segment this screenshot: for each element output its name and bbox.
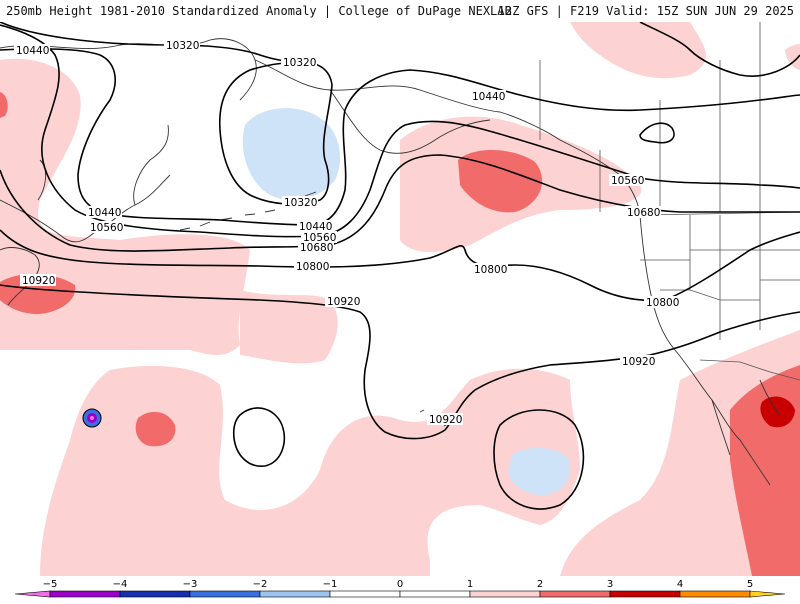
colorbar-bin bbox=[609, 590, 681, 598]
contour-labels: 10320 10320 10320 10440 10440 10440 1044… bbox=[14, 39, 680, 426]
contour-10320-right bbox=[639, 122, 675, 144]
colorbar-tick-label: 4 bbox=[677, 579, 683, 590]
na-west-coast bbox=[639, 214, 771, 486]
anomaly-pos1-region bbox=[570, 22, 706, 79]
colorbar-bin bbox=[749, 590, 786, 598]
colorbar-tick-label: −4 bbox=[113, 579, 128, 590]
colorbar-tick-label: −1 bbox=[323, 579, 338, 590]
aleutian-islands bbox=[179, 191, 317, 231]
colorbar-tick-label: 2 bbox=[537, 579, 543, 590]
colorbar-tick-label: −2 bbox=[253, 579, 268, 590]
colorbar-bin bbox=[469, 590, 541, 598]
colorbar-bin bbox=[259, 590, 331, 598]
contour-label: 10560 bbox=[611, 175, 644, 187]
mexico-border bbox=[699, 359, 800, 381]
contour-label: 10440 bbox=[88, 207, 121, 219]
colorbar-tick-label: 1 bbox=[467, 579, 473, 590]
colorbar-bin bbox=[119, 590, 191, 598]
political-borders bbox=[539, 22, 800, 381]
japan-coastline bbox=[0, 247, 40, 306]
colorbar-bin bbox=[329, 590, 401, 598]
colorbar-bin bbox=[679, 590, 751, 598]
contour-10920 bbox=[0, 284, 800, 440]
anomaly-pos1-region bbox=[240, 290, 338, 364]
colorbar-tick-label: −5 bbox=[43, 579, 58, 590]
contour-10320-top bbox=[639, 22, 800, 77]
colorbar-bin bbox=[399, 590, 471, 598]
anomaly-pos1-region bbox=[40, 365, 580, 576]
contour-label: 10920 bbox=[327, 296, 360, 308]
colorbar-tick-label: 5 bbox=[747, 579, 753, 590]
anomaly-shading-strong bbox=[0, 44, 800, 576]
contour-label: 10440 bbox=[472, 91, 505, 103]
contour-label: 10920 bbox=[429, 414, 462, 426]
contour-label: 10320 bbox=[283, 57, 316, 69]
colorbar-bin bbox=[189, 590, 261, 598]
colorbar-tick-label: 0 bbox=[397, 579, 403, 590]
model-run-info: 12Z GFS | F219 Valid: 15Z SUN JUN 29 202… bbox=[497, 4, 794, 18]
contour-label: 10440 bbox=[299, 221, 332, 233]
anomaly-pos2-region bbox=[0, 274, 76, 315]
colorbar-tick-labels: −5 −4 −3 −2 −1 0 1 2 3 4 5 bbox=[43, 579, 754, 590]
contour-label: 10560 bbox=[90, 222, 123, 234]
contour-label: 10680 bbox=[627, 207, 660, 219]
anomaly-pos1-region bbox=[785, 44, 800, 70]
anomaly-map: 10320 10320 10320 10440 10440 10440 1044… bbox=[0, 22, 800, 576]
contour-label: 10800 bbox=[296, 261, 329, 273]
contour-label: 10800 bbox=[474, 264, 507, 276]
contour-label: 10440 bbox=[16, 45, 49, 57]
colorbar-bin bbox=[539, 590, 611, 598]
anomaly-pos2-region bbox=[135, 411, 176, 447]
anomaly-neg1-region bbox=[242, 108, 340, 200]
anomaly-neg1-region bbox=[508, 447, 571, 496]
tropical-system bbox=[82, 408, 102, 428]
contour-10920-closed-2 bbox=[493, 409, 585, 510]
contour-label: 10320 bbox=[166, 40, 199, 52]
map-header: 250mb Height 1981-2010 Standardized Anom… bbox=[0, 0, 800, 22]
canada-province-lines bbox=[599, 22, 761, 212]
colorbar-bin bbox=[14, 590, 51, 598]
anomaly-negative bbox=[242, 108, 571, 496]
colorbar-bin bbox=[49, 590, 121, 598]
anomaly-pos2-region bbox=[458, 150, 543, 213]
us-state-lines bbox=[640, 212, 800, 340]
contour-label: 10320 bbox=[284, 197, 317, 209]
contour-label: 10920 bbox=[22, 275, 55, 287]
alaska-coastline bbox=[254, 59, 641, 216]
baja-coastline bbox=[711, 379, 781, 456]
colorbar-tick-label: 3 bbox=[607, 579, 613, 590]
colorbar-tick-label: −3 bbox=[183, 579, 198, 590]
contour-10800 bbox=[0, 229, 800, 302]
map-canvas: 10320 10320 10320 10440 10440 10440 1044… bbox=[0, 22, 800, 576]
contour-label: 10680 bbox=[300, 242, 333, 254]
map-title: 250mb Height 1981-2010 Standardized Anom… bbox=[6, 4, 512, 18]
kamchatka-coastline bbox=[37, 124, 169, 206]
contour-10920-closed-1 bbox=[232, 407, 286, 467]
contour-10440 bbox=[0, 48, 800, 226]
contour-label: 10800 bbox=[646, 297, 679, 309]
color-scale-bar: −5 −4 −3 −2 −1 0 1 2 3 4 5 bbox=[0, 576, 800, 600]
contour-label: 10920 bbox=[622, 356, 655, 368]
colorbar-bins bbox=[14, 590, 786, 598]
anomaly-pos2-region bbox=[0, 92, 8, 118]
